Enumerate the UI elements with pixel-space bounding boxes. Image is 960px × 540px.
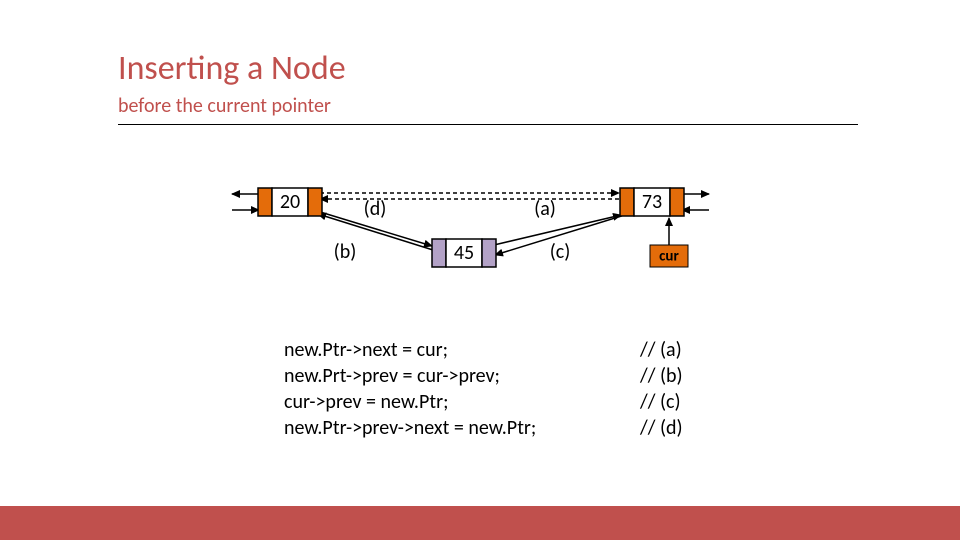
node-value: 20 — [280, 190, 300, 214]
node-n73: 73 — [620, 188, 684, 216]
linked-list-diagram: 20 73 45 (d) (a) (b) (c) cur — [0, 0, 960, 540]
code-stmt-0: new.Ptr->next = cur; — [284, 338, 448, 362]
code-stmt-3: new.Ptr->prev->next = new.Ptr; — [284, 416, 536, 440]
code-comment-1: // (b) — [640, 364, 683, 388]
code-stmt-1: new.Prt->prev = cur->prev; — [284, 364, 500, 388]
node-value: 73 — [642, 190, 662, 214]
step-label-c: (c) — [550, 240, 571, 264]
node-value: 45 — [454, 241, 474, 265]
code-comment-0: // (a) — [640, 338, 682, 362]
node-n20: 20 — [258, 188, 322, 216]
step-label-a: (a) — [534, 197, 556, 221]
cur-pointer-label: cur — [659, 248, 679, 266]
node-n45: 45 — [432, 239, 496, 267]
step-label-d: (d) — [364, 197, 387, 221]
step-label-b: (b) — [334, 240, 357, 264]
code-comment-3: // (d) — [640, 416, 683, 440]
slide: Inserting a Node before the current poin… — [0, 0, 960, 540]
footer-bar — [0, 506, 960, 540]
code-comment-2: // (c) — [640, 390, 681, 414]
code-stmt-2: cur->prev = new.Ptr; — [284, 390, 448, 414]
